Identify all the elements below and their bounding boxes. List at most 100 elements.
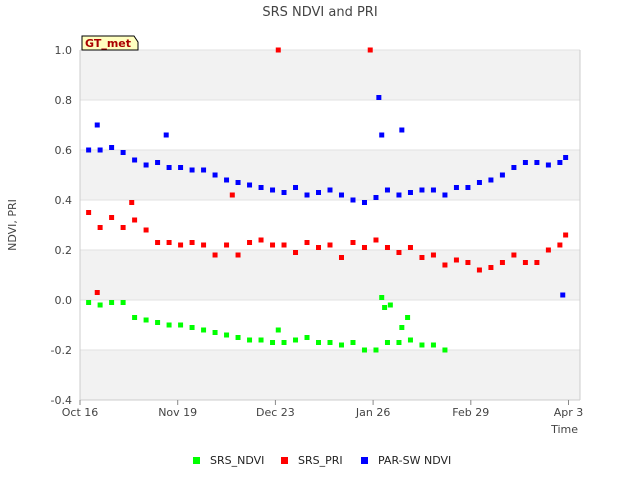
- point-par-sw-ndvi: [235, 180, 241, 185]
- point-srs-pri: [419, 255, 425, 260]
- point-srs-ndvi: [86, 300, 92, 305]
- x-tick-label: Apr 3: [554, 406, 584, 419]
- point-par-sw-ndvi: [430, 187, 436, 193]
- point-srs-ndvi: [143, 317, 149, 323]
- point-srs-ndvi: [247, 337, 253, 343]
- point-par-sw-ndvi: [163, 132, 169, 138]
- point-srs-pri: [212, 252, 218, 258]
- point-srs-pri: [563, 232, 569, 238]
- point-srs-ndvi: [293, 337, 299, 343]
- point-srs-pri: [247, 240, 253, 245]
- x-axis: Oct 16 Nov 19 Dec 23 Jan 26 Feb 29 Apr 3: [62, 400, 584, 419]
- point-srs-ndvi: [399, 325, 405, 330]
- point-par-sw-ndvi: [270, 187, 276, 193]
- point-srs-ndvi: [132, 315, 138, 320]
- point-srs-ndvi: [235, 335, 241, 340]
- point-srs-ndvi: [382, 305, 388, 310]
- x-tick-label: Dec 23: [256, 406, 295, 419]
- point-par-sw-ndvi: [327, 187, 333, 193]
- point-par-sw-ndvi: [258, 185, 264, 190]
- point-srs-pri: [155, 240, 161, 245]
- point-srs-ndvi: [275, 327, 281, 333]
- legend-swatch: [193, 457, 200, 464]
- point-srs-pri: [86, 210, 92, 215]
- point-srs-pri: [224, 242, 230, 248]
- point-srs-pri: [488, 265, 494, 270]
- point-par-sw-ndvi: [86, 147, 92, 153]
- point-par-sw-ndvi: [545, 162, 551, 168]
- point-srs-pri: [235, 252, 241, 258]
- point-srs-pri: [316, 245, 322, 250]
- point-srs-pri: [499, 260, 505, 265]
- plot-band: [80, 250, 580, 300]
- point-srs-ndvi: [396, 340, 402, 345]
- series-srs-ndvi: [86, 295, 448, 353]
- point-srs-ndvi: [201, 327, 207, 333]
- point-srs-ndvi: [224, 332, 230, 338]
- point-srs-pri: [293, 250, 299, 255]
- point-srs-ndvi: [442, 347, 448, 353]
- x-axis-label: Time: [550, 423, 578, 436]
- point-par-sw-ndvi: [212, 172, 218, 178]
- point-srs-ndvi: [327, 340, 333, 345]
- badge-label: GT_met: [85, 37, 131, 50]
- point-srs-ndvi: [155, 320, 161, 325]
- point-srs-pri: [534, 260, 540, 265]
- point-par-sw-ndvi: [361, 200, 367, 205]
- point-srs-pri: [557, 242, 563, 248]
- point-srs-pri: [109, 215, 115, 220]
- legend-swatch: [361, 457, 368, 464]
- grid-lines: [79, 49, 581, 401]
- point-par-sw-ndvi: [563, 155, 569, 160]
- point-par-sw-ndvi: [453, 185, 459, 190]
- point-par-sw-ndvi: [476, 180, 482, 185]
- y-tick-label: 0.6: [55, 144, 73, 157]
- point-srs-pri: [270, 242, 276, 248]
- point-srs-pri: [511, 252, 517, 258]
- point-par-sw-ndvi: [247, 182, 253, 188]
- point-par-sw-ndvi: [376, 95, 382, 100]
- y-tick-label: -0.2: [51, 344, 72, 357]
- point-srs-pri: [373, 237, 379, 243]
- point-srs-ndvi: [281, 340, 287, 345]
- y-tick-label: 0.2: [55, 244, 73, 257]
- point-par-sw-ndvi: [97, 147, 103, 153]
- plot-area: [80, 50, 580, 400]
- point-srs-ndvi: [212, 330, 218, 335]
- point-par-sw-ndvi: [189, 167, 195, 173]
- legend-label: SRS_NDVI: [210, 454, 264, 467]
- point-par-sw-ndvi: [373, 195, 379, 200]
- point-srs-pri: [442, 262, 448, 268]
- y-tick-label: 0.8: [55, 94, 73, 107]
- point-srs-pri: [545, 247, 551, 253]
- point-srs-pri: [229, 192, 235, 198]
- point-par-sw-ndvi: [465, 185, 471, 190]
- point-srs-ndvi: [387, 302, 393, 308]
- legend-swatch: [281, 457, 288, 464]
- y-tick-label: -0.4: [51, 394, 72, 407]
- x-tick-label: Nov 19: [158, 406, 197, 419]
- point-srs-pri: [258, 237, 264, 243]
- point-srs-ndvi: [350, 340, 356, 345]
- point-srs-ndvi: [384, 340, 390, 345]
- point-srs-ndvi: [430, 342, 436, 348]
- point-srs-pri: [384, 245, 390, 250]
- point-par-sw-ndvi: [224, 177, 230, 183]
- point-srs-ndvi: [373, 347, 379, 353]
- point-par-sw-ndvi: [379, 132, 385, 138]
- point-srs-pri: [453, 257, 459, 263]
- point-srs-pri: [350, 240, 356, 245]
- point-par-sw-ndvi: [499, 172, 505, 178]
- plot-background: [80, 50, 580, 400]
- x-tick-label: Feb 29: [452, 406, 489, 419]
- point-srs-pri: [304, 240, 310, 245]
- point-par-sw-ndvi: [155, 160, 161, 165]
- point-par-sw-ndvi: [557, 160, 563, 165]
- point-srs-ndvi: [166, 322, 172, 328]
- point-par-sw-ndvi: [338, 192, 344, 198]
- legend: SRS_NDVI SRS_PRI PAR-SW NDVI: [193, 454, 451, 467]
- station-badge: GT_met: [81, 35, 139, 51]
- point-srs-ndvi: [361, 347, 367, 353]
- y-axis: -0.4 -0.2 0.0 0.2 0.4 0.6 0.8 1.0: [51, 44, 72, 407]
